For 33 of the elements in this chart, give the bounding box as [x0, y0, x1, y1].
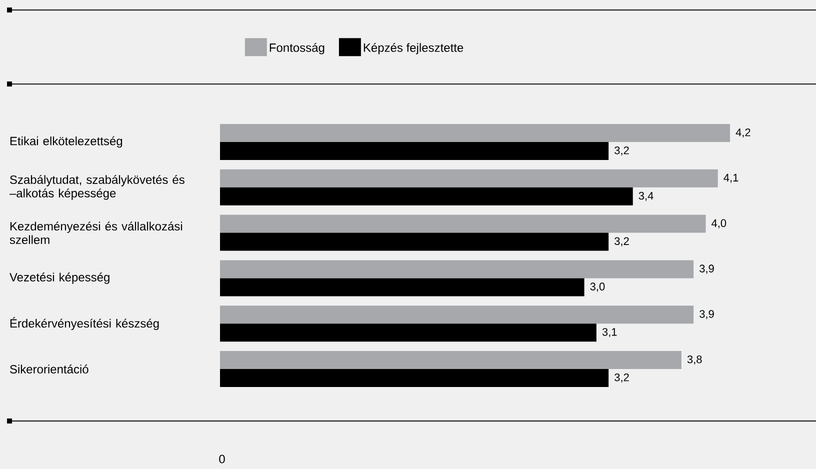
y-tick-label: Kezdeményezési és vállalkozási szellem [10, 222, 182, 244]
legend-label: Képzés fejlesztette [364, 42, 464, 54]
data-label: 3,8 [687, 355, 702, 365]
y-tick-label: Sikerorientáció [10, 364, 88, 374]
legend-label: Fontosság [270, 42, 324, 54]
y-tick-label: Etikai elkötelezettség [10, 136, 122, 148]
bar [220, 169, 718, 188]
y-tick-label: Vezetési képesség [10, 272, 110, 284]
bar [220, 232, 609, 251]
data-label: 4,0 [712, 219, 726, 228]
data-label: 3,2 [614, 146, 629, 156]
data-label: 4,1 [724, 174, 738, 183]
bar [220, 214, 706, 233]
bar [220, 278, 584, 296]
data-label: 3,2 [614, 373, 629, 383]
bar [220, 142, 609, 160]
bar [220, 324, 596, 342]
bar [220, 124, 730, 142]
data-label: 3,4 [638, 192, 654, 201]
data-label: 3,9 [700, 310, 714, 320]
y-tick-label: Érdekérvényesítési készség [10, 317, 159, 330]
data-label: 3,9 [700, 264, 714, 274]
data-label: 4,2 [736, 128, 750, 138]
text: 0 [219, 454, 225, 464]
bar [220, 260, 694, 278]
data-label: 3,2 [614, 237, 629, 246]
bar [220, 369, 609, 388]
data-label: 3,0 [590, 282, 605, 292]
bar [220, 306, 694, 324]
data-label: 3,1 [602, 328, 617, 338]
bar [220, 351, 682, 369]
bar [220, 187, 633, 206]
y-tick-label: Szabálytudat, szabálykövetés és –alkotás képessége [9, 174, 184, 200]
